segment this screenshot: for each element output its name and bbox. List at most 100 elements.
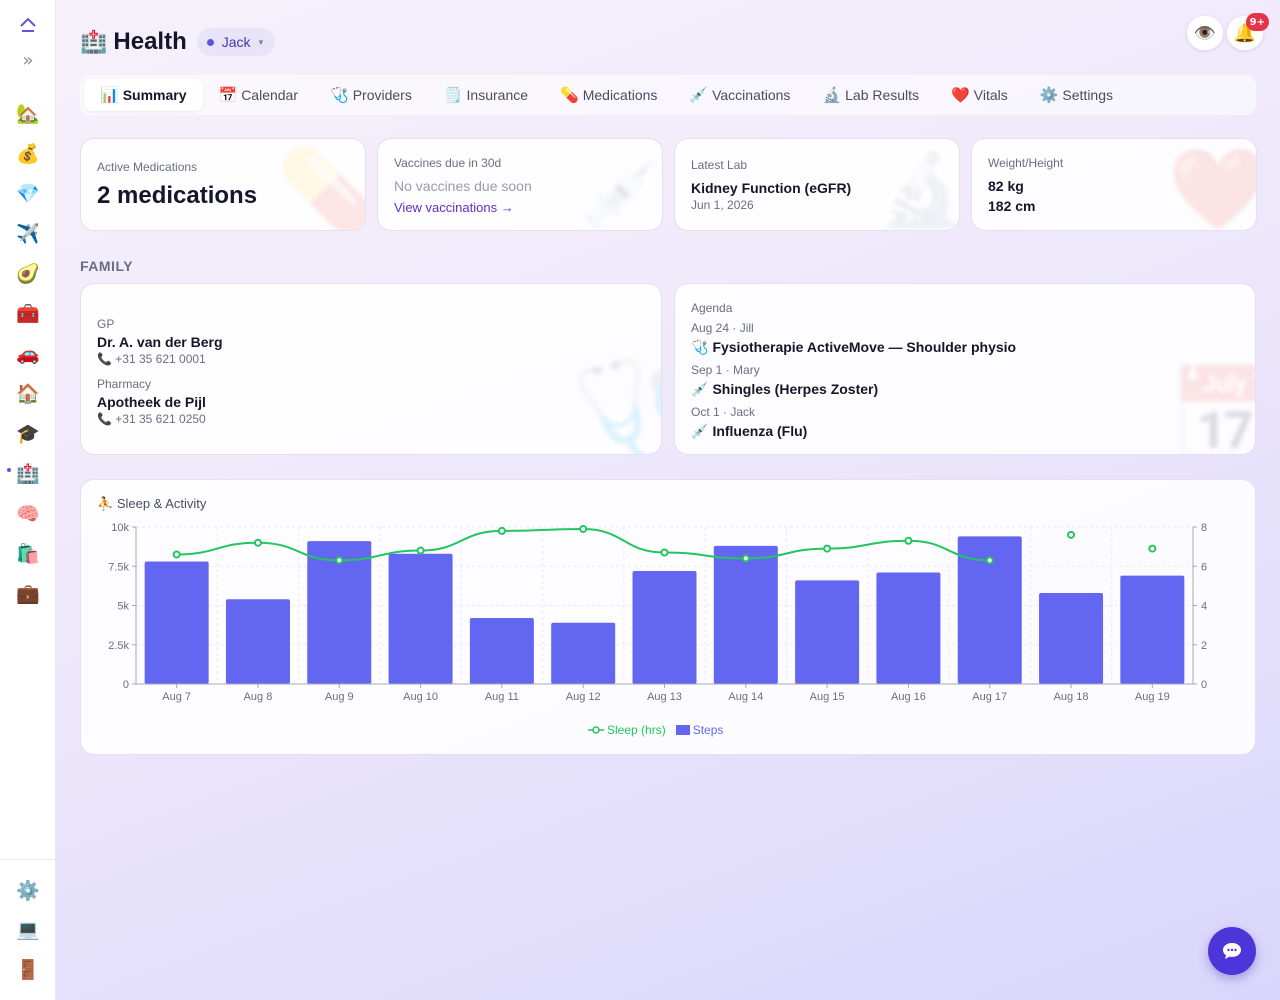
house-icon: 🏠 <box>16 382 40 405</box>
view-vaccinations-link[interactable]: View vaccinations → <box>394 200 514 215</box>
sleep-point <box>172 550 181 559</box>
sidebar-divider <box>0 859 56 860</box>
agenda-label: Agenda <box>691 301 733 315</box>
steps-bar <box>876 572 941 684</box>
steps-bar <box>713 545 778 684</box>
sidebar-item-mind[interactable]: 🧠 <box>0 497 56 529</box>
member-selector[interactable]: Jack ▾ <box>196 28 276 56</box>
chart-title-text: Sleep & Activity <box>116 496 207 511</box>
sleep-point <box>1067 530 1076 539</box>
height-value: 182 cm <box>988 198 1036 214</box>
tab-icon: 🩺 <box>330 86 349 104</box>
left-axis-tick-label: 0 <box>123 679 129 691</box>
latest-lab-card[interactable]: 🔬 Latest Lab Kidney Function (eGFR) Jun … <box>674 138 960 231</box>
legend-sleep[interactable]: Sleep (hrs) <box>588 723 666 737</box>
right-axis-tick-label: 6 <box>1201 561 1207 573</box>
sidebar-item-education[interactable]: 🎓 <box>0 417 56 449</box>
card-label: Vaccines due in 30d <box>394 156 502 170</box>
tab-calendar[interactable]: 📅 Calendar <box>203 79 315 111</box>
pharmacy-phone-number: +31 35 621 0250 <box>115 412 206 426</box>
sleep-point <box>985 556 994 565</box>
tab-icon: 🔬 <box>822 86 842 104</box>
tab-providers[interactable]: 🩺 Providers <box>314 79 428 111</box>
health-icon: 🏥 <box>16 462 40 485</box>
sidebar-item-device[interactable]: 💻 <box>0 913 56 945</box>
x-axis-tick-label: Aug 19 <box>1135 691 1170 703</box>
legend-steps[interactable]: Steps <box>675 723 723 737</box>
x-axis-tick-label: Aug 13 <box>647 691 682 703</box>
sidebar-item-finance[interactable]: 💰 <box>0 137 56 169</box>
tab-insurance[interactable]: 🗒️ Insurance <box>428 79 544 111</box>
lab-date: Jun 1, 2026 <box>691 198 754 212</box>
phone-icon: 📞 <box>97 352 112 366</box>
pharmacy-phone[interactable]: 📞 +31 35 621 0250 <box>97 412 206 426</box>
notifications-button[interactable]: 🔔 9+ <box>1227 13 1269 50</box>
gp-phone-number: +31 35 621 0001 <box>115 352 206 366</box>
chart-legend: Sleep (hrs) Steps <box>588 723 723 737</box>
sidebar-item-logout[interactable]: 🚪 <box>0 953 56 985</box>
hospital-icon: 🏥 <box>80 29 108 55</box>
steps-bar <box>388 553 453 684</box>
gp-label: GP <box>97 317 115 331</box>
sidebar-item-shopping[interactable]: 🛍️ <box>0 537 56 569</box>
legend-bar-icon <box>675 725 690 735</box>
x-axis-tick-label: Aug 8 <box>244 691 273 703</box>
sleep-point <box>416 546 425 555</box>
phone-icon: 📞 <box>97 412 112 426</box>
vehicles-icon: 🚗 <box>16 342 40 365</box>
syringe-icon: 💉 <box>691 382 709 398</box>
agenda-item[interactable]: 💉 Influenza (Flu) <box>691 423 807 440</box>
x-axis-tick-label: Aug 7 <box>162 691 191 703</box>
chat-button[interactable] <box>1208 927 1256 975</box>
sidebar-item-food[interactable]: 🥑 <box>0 257 56 289</box>
tab-medications[interactable]: 💊 Medications <box>544 79 673 111</box>
x-axis-tick-label: Aug 15 <box>810 691 845 703</box>
sidebar-item-travel[interactable]: ✈️ <box>0 217 56 249</box>
sidebar-item-vehicles[interactable]: 🚗 <box>0 337 56 369</box>
tab-icon: 💉 <box>689 86 709 104</box>
tab-vaccinations[interactable]: 💉 Vaccinations <box>673 79 806 111</box>
tab-settings[interactable]: ⚙️ Settings <box>1024 79 1129 111</box>
tab-label: Vitals <box>973 87 1008 103</box>
sleep-activity-chart: 0 2.5k 5k 7.5k 10k 0 2 4 6 8 Aug 7 Aug 8 Aug 9 Aug 10… <box>108 522 1207 703</box>
weight-height-card[interactable]: ❤️ Weight/Height 82 kg 182 cm <box>971 138 1257 231</box>
sidebar-item-assets[interactable]: 💎 <box>0 177 56 209</box>
steps-bar <box>632 570 697 684</box>
sidebar-item-home[interactable]: 🏡 <box>0 97 56 129</box>
sleep-point <box>741 554 750 563</box>
steps-bar <box>469 618 534 684</box>
tab-vitals[interactable]: ❤️ Vitals <box>935 79 1024 111</box>
agenda-item-meta: Oct 1 · Jack <box>691 405 756 419</box>
agenda-item[interactable]: 💉 Shingles (Herpes Zoster) <box>691 381 878 398</box>
agenda-item[interactable]: 🩺 Fysiotherapie ActiveMove — Shoulder phy… <box>691 339 1016 356</box>
tab-lab-results[interactable]: 🔬 Lab Results <box>806 79 935 111</box>
sleep-point <box>823 544 832 553</box>
expand-sidebar-button[interactable]: » <box>0 44 56 76</box>
agenda-item-meta: Aug 24 · Jill <box>691 321 754 335</box>
privacy-toggle-button[interactable]: 👁️ <box>1187 16 1223 50</box>
right-axis-tick-label: 4 <box>1201 601 1207 613</box>
shopping-icon: 🛍️ <box>16 542 40 565</box>
tab-label: Insurance <box>466 87 529 103</box>
gp-name: Dr. A. van der Berg <box>97 334 223 350</box>
x-axis-tick-label: Aug 11 <box>485 691 519 703</box>
gp-phone[interactable]: 📞 +31 35 621 0001 <box>97 352 206 366</box>
x-axis-tick-label: Aug 9 <box>325 691 354 703</box>
x-axis-tick-label: Aug 12 <box>566 691 601 703</box>
sleep-point <box>253 538 262 547</box>
sidebar-item-toolbox[interactable]: 🧰 <box>0 297 56 329</box>
sidebar-item-work[interactable]: 💼 <box>0 577 56 609</box>
logo-icon[interactable] <box>0 9 56 41</box>
sidebar-item-house[interactable]: 🏠 <box>0 377 56 409</box>
steps-bar <box>144 561 209 684</box>
pharmacy-label: Pharmacy <box>97 377 152 391</box>
tab-summary[interactable]: 📊 Summary <box>84 79 203 111</box>
sidebar-item-health[interactable]: 🏥 <box>0 457 56 489</box>
logo-icon-svg <box>20 17 36 32</box>
chevron-down-icon: ▾ <box>258 36 264 47</box>
agenda-item-title: Influenza (Flu) <box>712 423 808 439</box>
calendar-icon: 📅 <box>1169 362 1255 454</box>
active-medications-card[interactable]: 💊 Active Medications 2 medications <box>80 138 366 231</box>
active-indicator <box>7 468 11 472</box>
sidebar-item-settings[interactable]: ⚙️ <box>0 874 56 906</box>
